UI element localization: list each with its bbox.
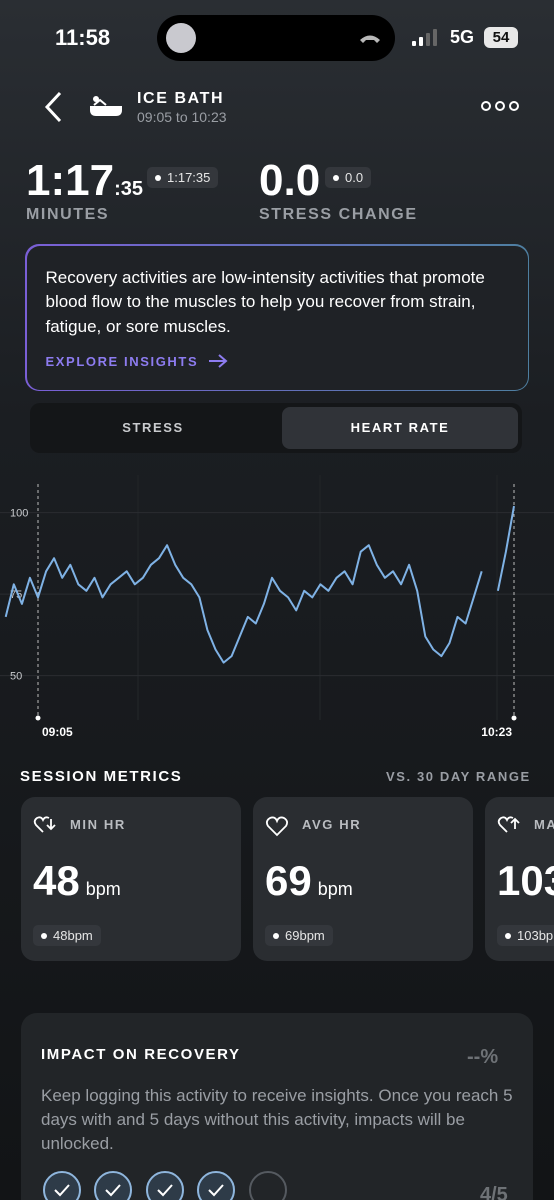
impact-progress: 4/5 xyxy=(480,1184,508,1200)
metric-value: 69 xyxy=(265,857,312,904)
metric-unit: bpm xyxy=(317,879,353,899)
impact-value: --% xyxy=(467,1046,499,1068)
metric-icon xyxy=(265,816,289,837)
activity-time: 09:05 to 10:23 xyxy=(137,109,227,125)
network: 5G xyxy=(450,27,475,47)
metric-card[interactable]: AVG HR 69 bpm 69bpm xyxy=(253,797,473,961)
metric-icon xyxy=(33,816,56,833)
metric-value: 48 xyxy=(33,857,80,904)
stat-value-seconds: :35 xyxy=(114,178,143,200)
hr-line xyxy=(4,505,515,664)
metric-badge: 48bpm xyxy=(33,925,101,946)
battery: 54 xyxy=(484,27,518,48)
tab[interactable]: STRESS xyxy=(122,420,184,435)
explore-link-text[interactable]: EXPLORE INSIGHTS xyxy=(45,353,199,369)
section-title: SESSION METRICS xyxy=(20,768,183,785)
metric-card[interactable]: MAX HR 103bpm 103bpm xyxy=(485,797,554,961)
signal-icon xyxy=(412,29,437,46)
x-tick-label: 10:23 xyxy=(481,725,512,739)
stat-minutes: 1:17:35 xyxy=(26,156,143,206)
activity-title: ICE BATH xyxy=(137,90,225,107)
avatar xyxy=(166,23,196,53)
metric-label: MAX HR xyxy=(534,817,554,832)
call-icon xyxy=(360,35,380,43)
metric-icon xyxy=(497,816,520,833)
bath-icon xyxy=(90,96,122,116)
metric-value-wrap: 103bpm xyxy=(497,857,554,905)
y-tick-label: 100 xyxy=(10,508,28,520)
stat-value: 0.0 xyxy=(259,156,321,205)
section-subtitle: VS. 30 DAY RANGE xyxy=(386,769,531,784)
stat-badge: 1:17:35 xyxy=(147,167,219,188)
more-button[interactable] xyxy=(480,100,520,112)
metric-card[interactable]: MIN HR 48 bpm 48bpm xyxy=(21,797,241,961)
back-button[interactable] xyxy=(40,90,66,124)
metric-badge: 103bpm xyxy=(497,925,554,946)
y-tick-label: 50 xyxy=(10,671,22,683)
tab[interactable]: HEART RATE xyxy=(350,420,450,435)
dynamic-island xyxy=(157,15,395,61)
tab-bar: STRESS HEART RATE xyxy=(30,403,522,453)
stat-badge: 0.0 xyxy=(325,167,372,188)
metric-unit: bpm xyxy=(85,879,121,899)
stat-value: 1:17 xyxy=(26,156,115,205)
metric-badge: 69bpm xyxy=(265,925,333,946)
arrow-icon xyxy=(209,353,228,368)
metric-value-wrap: 69 bpm xyxy=(265,857,353,905)
info-card: Recovery activities are low-intensity ac… xyxy=(25,244,529,391)
metric-value: 103 xyxy=(497,857,554,904)
info-text: Recovery activities are low-intensity ac… xyxy=(45,267,485,336)
impact-card: IMPACT ON RECOVERY --% Keep logging this… xyxy=(21,1013,533,1200)
metric-value-wrap: 48 bpm xyxy=(33,857,121,905)
tab-selected-bg xyxy=(282,407,518,449)
stat-label: STRESS CHANGE xyxy=(259,206,418,223)
time-marker-dot xyxy=(35,715,41,721)
impact-text: Keep logging this activity to receive in… xyxy=(41,1086,513,1153)
stat-label: MINUTES xyxy=(26,206,110,223)
metric-label: MIN HR xyxy=(70,817,126,832)
time-marker-dot xyxy=(511,715,517,721)
explore-link[interactable]: EXPLORE INSIGHTS xyxy=(46,353,230,369)
progress-circles xyxy=(43,1171,287,1200)
metric-label: AVG HR xyxy=(302,817,362,832)
status-time: 11:58 xyxy=(55,25,111,50)
impact-title: IMPACT ON RECOVERY xyxy=(41,1046,241,1063)
x-tick-label: 09:05 xyxy=(42,725,73,739)
